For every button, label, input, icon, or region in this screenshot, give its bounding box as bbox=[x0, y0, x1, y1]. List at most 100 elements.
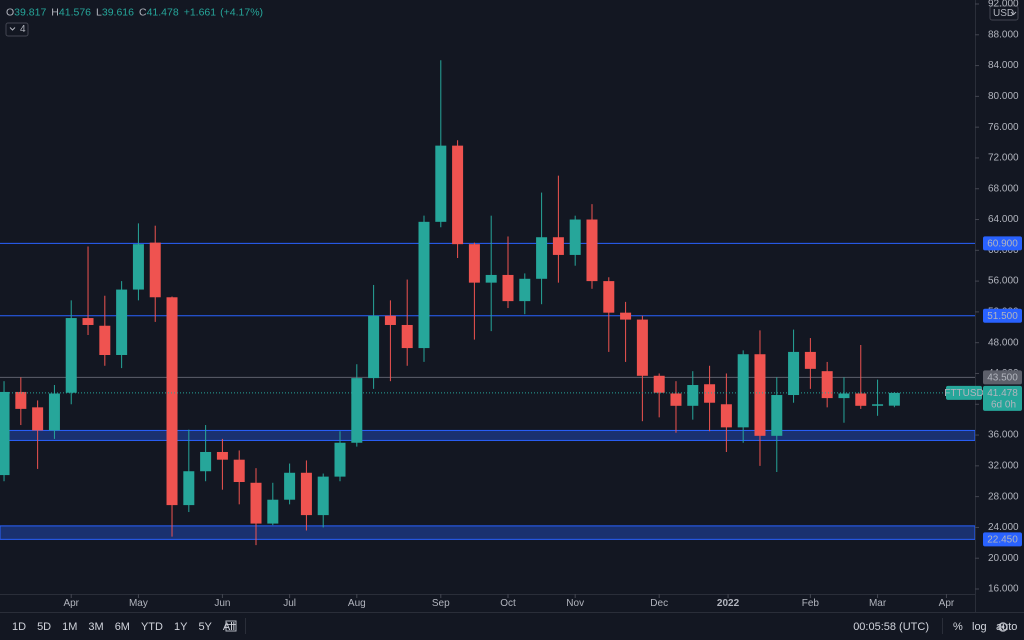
candle-body bbox=[485, 274, 497, 283]
range-button[interactable]: 5D bbox=[37, 621, 51, 633]
y-tick-label: 36.000 bbox=[988, 430, 1019, 441]
candle-body bbox=[704, 384, 716, 403]
axis-option[interactable]: log bbox=[972, 621, 987, 633]
change: +1.661 bbox=[184, 6, 217, 18]
candle-body bbox=[552, 237, 564, 255]
candle-body bbox=[166, 297, 178, 506]
candle-body bbox=[468, 244, 480, 283]
candle-body bbox=[0, 391, 10, 476]
last-price-box bbox=[983, 385, 1022, 411]
x-tick-label: Aug bbox=[348, 598, 366, 609]
ohlc-header: O39.817 H41.576 L39.616 C41.478 +1.661 (+4.17… bbox=[6, 6, 263, 18]
y-tick-label: 32.000 bbox=[988, 460, 1019, 471]
plot-area bbox=[0, 60, 976, 546]
currency[interactable]: USD bbox=[993, 8, 1014, 19]
candle-body bbox=[384, 315, 396, 325]
candle-body bbox=[418, 221, 430, 349]
range-button[interactable]: YTD bbox=[141, 621, 163, 633]
x-tick-label: Dec bbox=[650, 598, 668, 609]
range-button[interactable]: 3M bbox=[88, 621, 103, 633]
y-tick-label: 20.000 bbox=[988, 553, 1019, 564]
candle-body bbox=[149, 242, 161, 298]
last-price-label: 41.478 bbox=[987, 388, 1018, 399]
candle-body bbox=[569, 219, 581, 255]
candle-body bbox=[48, 393, 60, 431]
candle-body bbox=[737, 354, 749, 428]
calendar-icon[interactable] bbox=[225, 620, 237, 632]
chevron-icon bbox=[9, 27, 16, 31]
candle-body bbox=[804, 351, 816, 369]
candle-body bbox=[452, 145, 464, 245]
y-tick-label: 68.000 bbox=[988, 183, 1019, 194]
candle-body bbox=[536, 237, 548, 279]
range-button[interactable]: All bbox=[223, 621, 235, 633]
change-pct: (+4.17%) bbox=[220, 6, 263, 18]
currency-box[interactable] bbox=[989, 5, 1019, 21]
x-tick-label: 2022 bbox=[717, 598, 740, 609]
candle-body bbox=[233, 459, 245, 483]
candle-body bbox=[368, 315, 380, 379]
price-line-label-box bbox=[983, 370, 1022, 385]
candle-body bbox=[687, 385, 699, 406]
candle-body bbox=[200, 451, 212, 472]
y-tick-label: 72.000 bbox=[988, 153, 1019, 164]
settings-icon[interactable] bbox=[998, 622, 1008, 632]
range-button[interactable]: 5Y bbox=[198, 621, 212, 633]
candle-body bbox=[519, 278, 531, 302]
candle-body bbox=[888, 392, 900, 406]
range-button[interactable]: 1Y bbox=[174, 621, 188, 633]
axis-option[interactable]: % bbox=[953, 621, 963, 633]
candle-body bbox=[620, 312, 632, 320]
x-tick-label: May bbox=[129, 598, 148, 609]
indicator-toggle[interactable] bbox=[5, 22, 29, 37]
y-tick-label: 60.000 bbox=[988, 245, 1019, 256]
candle-body bbox=[502, 274, 514, 302]
x-tick-label: Apr bbox=[939, 598, 955, 609]
x-tick-label: Jul bbox=[283, 598, 296, 609]
x-tick-label: Jun bbox=[214, 598, 230, 609]
symbol-label: FTTUSD bbox=[944, 388, 983, 399]
candle-body bbox=[250, 482, 262, 524]
candle-body bbox=[82, 318, 94, 325]
candle-body bbox=[32, 407, 44, 431]
clock: 00:05:58 (UTC) bbox=[853, 621, 929, 633]
price-line-label: 60.900 bbox=[987, 239, 1018, 250]
countdown: 6d 0h bbox=[991, 400, 1016, 411]
y-tick-label: 88.000 bbox=[988, 29, 1019, 40]
ohlc-label: H bbox=[51, 6, 59, 18]
ohlc-value: 41.478 bbox=[147, 6, 179, 18]
y-tick-label: 84.000 bbox=[988, 60, 1019, 71]
candle-body bbox=[334, 442, 346, 477]
candle-body bbox=[586, 219, 598, 282]
candle-body bbox=[771, 395, 783, 436]
range-button[interactable]: 1M bbox=[62, 621, 77, 633]
y-tick-label: 16.000 bbox=[988, 584, 1019, 595]
indicator-count: 4 bbox=[20, 24, 26, 35]
x-tick-label: Nov bbox=[566, 598, 584, 609]
ohlc-value: 39.817 bbox=[14, 6, 46, 18]
candle-body bbox=[351, 378, 363, 443]
y-tick-label: 76.000 bbox=[988, 122, 1019, 133]
candle-body bbox=[838, 393, 850, 399]
y-tick-label: 64.000 bbox=[988, 214, 1019, 225]
price-line-label: 43.500 bbox=[987, 372, 1018, 383]
y-tick-label: 56.000 bbox=[988, 276, 1019, 287]
zone bbox=[0, 429, 976, 441]
zone-label: 22.450 bbox=[987, 534, 1018, 545]
candle-body bbox=[821, 371, 833, 399]
price-line-label-box bbox=[983, 236, 1022, 251]
x-tick-label: Oct bbox=[500, 598, 516, 609]
x-tick-label: Feb bbox=[802, 598, 820, 609]
candle-body bbox=[183, 471, 195, 506]
candle-body bbox=[216, 451, 228, 460]
y-tick-label: 92.000 bbox=[988, 0, 1019, 10]
candle-body bbox=[720, 404, 732, 428]
zone-label-box bbox=[983, 532, 1022, 547]
zone bbox=[0, 525, 976, 540]
range-button[interactable]: 1D bbox=[12, 621, 26, 633]
axis-option[interactable]: auto bbox=[996, 621, 1017, 633]
range-button[interactable]: 6M bbox=[115, 621, 130, 633]
candle-body bbox=[15, 391, 27, 409]
ohlc-label: C bbox=[139, 6, 147, 18]
candle-body bbox=[116, 289, 128, 355]
